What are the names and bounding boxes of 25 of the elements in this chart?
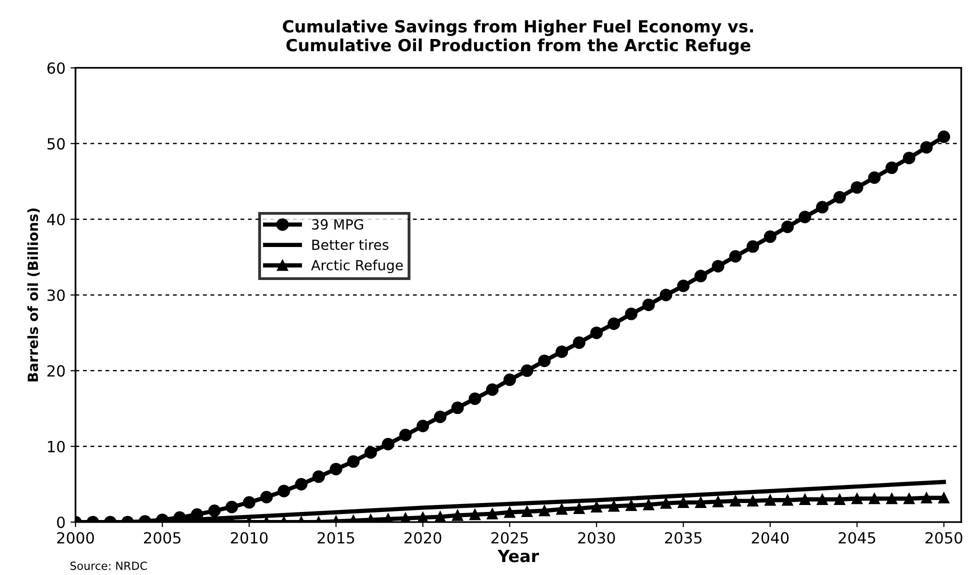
source-note: Source: NRDC xyxy=(70,562,147,570)
x-tick-label: 2050 xyxy=(926,532,962,544)
y-tick-label: 60 xyxy=(47,62,65,74)
y-axis-title: Barrels of oil (Billions) xyxy=(27,208,40,382)
legend-label: Better tires xyxy=(312,239,388,250)
x-tick-label: 2015 xyxy=(318,532,354,544)
y-tick-label: 40 xyxy=(47,214,65,226)
y-tick-label: 30 xyxy=(48,289,65,301)
y-tick-label: 20 xyxy=(47,365,65,377)
y-tick-label: 0 xyxy=(57,516,65,528)
x-axis-title: Year xyxy=(498,550,539,562)
legend-label: 39 MPG xyxy=(312,219,364,230)
x-tick-label: 2000 xyxy=(57,532,94,544)
x-tick-label: 2005 xyxy=(144,532,180,544)
x-tick-label: 2020 xyxy=(404,532,442,544)
x-tick-label: 2030 xyxy=(578,532,615,544)
x-tick-label: 2010 xyxy=(230,532,268,544)
x-tick-label: 2040 xyxy=(752,532,789,544)
chart-title: Cumulative Savings from Higher Fuel Economy vs. Cumulative Oil Production from the Arctic Refuge xyxy=(282,20,753,55)
x-tick-label: 2045 xyxy=(838,532,876,544)
y-tick-label: 50 xyxy=(48,138,65,150)
x-tick-label: 2025 xyxy=(491,532,528,544)
legend-label: Arctic Refuge xyxy=(311,260,403,274)
x-tick-label: 2035 xyxy=(665,532,702,544)
y-tick-label: 10 xyxy=(48,440,65,452)
